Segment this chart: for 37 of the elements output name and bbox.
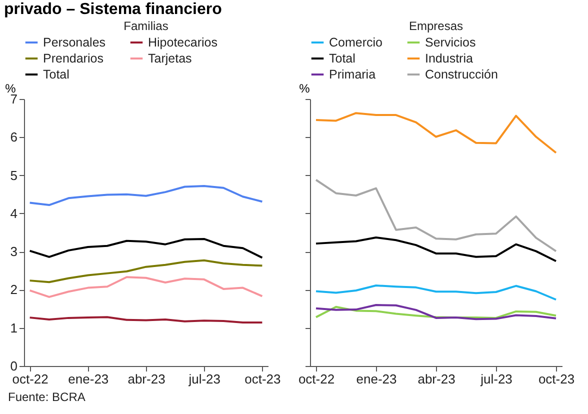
y-tick-label: 1 <box>10 320 18 336</box>
y-tick-label: 6 <box>10 130 18 145</box>
y-tick-label: 0 <box>10 358 18 374</box>
x-tick-label: ene-23 <box>356 372 397 386</box>
x-tick-label: oct-23 <box>538 372 575 386</box>
x-tick-label: oct-22 <box>298 372 335 386</box>
line-series <box>28 259 264 284</box>
legend-label: Total <box>329 52 356 66</box>
x-tick-label: oct-22 <box>12 372 48 386</box>
line-series <box>28 184 264 206</box>
x-tick-label: jul-23 <box>480 372 512 386</box>
x-tick-label: jul-23 <box>188 372 220 386</box>
chart-title: Familias <box>124 19 168 33</box>
line-series <box>28 276 264 298</box>
legend-label: Prendarios <box>43 52 104 66</box>
legend-label: Total <box>43 68 70 82</box>
y-tick-label: 4 <box>10 206 18 221</box>
legend-label: Construcción <box>425 68 498 82</box>
chart-title: Empresas <box>408 19 464 33</box>
text: privado – Sistema financiero <box>3 0 223 20</box>
x-tick-label: oct-23 <box>244 372 281 386</box>
legend-label: Personales <box>43 36 106 50</box>
y-tick-label: 3 <box>10 244 18 260</box>
line-series <box>28 238 264 259</box>
y-axis-title: % <box>299 82 310 96</box>
legend-label: Primaria <box>329 68 376 82</box>
y-tick-label: 5 <box>10 168 18 183</box>
x-tick-label: abr-23 <box>418 372 456 386</box>
x-tick-label: ene-23 <box>68 372 109 386</box>
source-note: Fuente: BCRA <box>7 390 86 404</box>
legend-label: Tarjetas <box>148 52 192 66</box>
legend-label: Servicios <box>425 36 476 50</box>
legend-label: Industria <box>425 52 473 66</box>
y-tick-label: 2 <box>10 282 18 298</box>
legend-label: Hipotecarios <box>148 36 218 50</box>
legend-label: Comercio <box>329 36 383 50</box>
x-tick-label: abr-23 <box>128 372 166 386</box>
